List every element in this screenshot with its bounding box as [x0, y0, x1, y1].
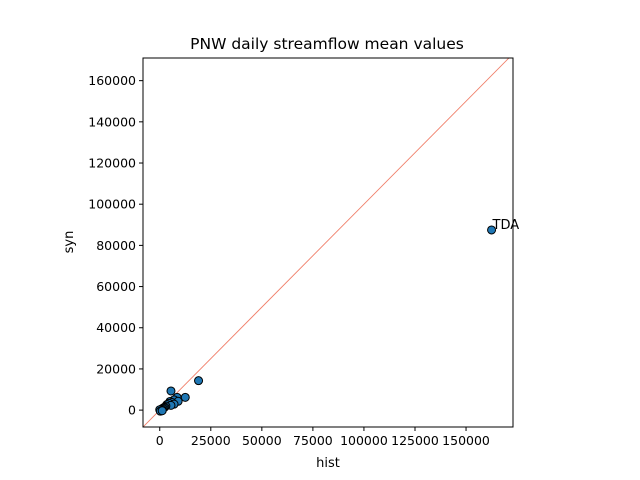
y-tick-label: 160000 [88, 73, 136, 88]
y-tick-label: 80000 [96, 238, 136, 253]
plot-frame [142, 57, 514, 428]
y-tick-label: 100000 [88, 197, 136, 212]
y-tick-label: 40000 [96, 320, 136, 335]
y-axis-label: syn [62, 231, 77, 254]
y-tick-label: 140000 [88, 114, 136, 129]
x-tick-label: 100000 [340, 433, 388, 448]
x-tick-label: 150000 [442, 433, 490, 448]
chart-title: PNW daily streamflow mean values [190, 35, 464, 53]
x-tick-label: 25000 [191, 433, 231, 448]
x-tick-label: 125000 [391, 433, 439, 448]
y-tick-label: 20000 [96, 361, 136, 376]
data-point [194, 376, 204, 386]
y-tick-label: 60000 [96, 279, 136, 294]
data-point [166, 386, 176, 396]
reference-line [143, 58, 510, 427]
y-tick-label: 120000 [88, 156, 136, 171]
point-annotation: TDA [492, 218, 520, 233]
x-axis-label: hist [316, 456, 340, 471]
data-point [157, 406, 167, 416]
data-point [487, 225, 497, 235]
x-tick-label: 0 [156, 433, 164, 448]
x-tick-label: 50000 [242, 433, 282, 448]
y-tick-label: 0 [128, 403, 136, 418]
x-tick-label: 75000 [293, 433, 333, 448]
